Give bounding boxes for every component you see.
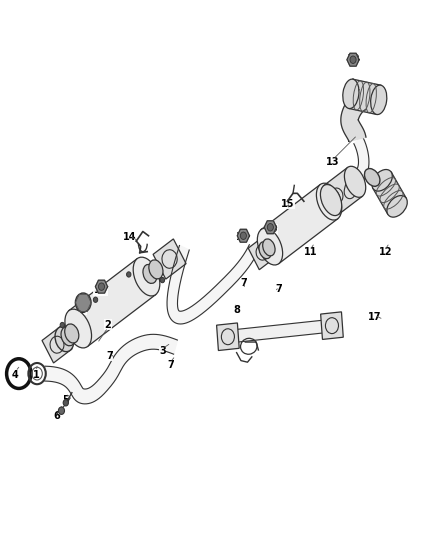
Ellipse shape [65,309,92,348]
Bar [322,179,351,214]
Ellipse shape [263,239,275,256]
Ellipse shape [133,257,160,296]
Text: 1: 1 [33,370,39,380]
Text: 7: 7 [276,284,283,294]
Bar [42,326,72,363]
Text: 10: 10 [236,232,250,243]
Ellipse shape [328,189,340,206]
Text: 2: 2 [105,320,111,330]
Ellipse shape [259,242,272,259]
Polygon shape [45,334,177,404]
Text: 7: 7 [167,360,173,369]
Polygon shape [95,280,108,293]
Ellipse shape [143,264,157,284]
Text: 8: 8 [233,305,240,315]
Circle shape [350,56,356,63]
Polygon shape [373,172,406,214]
Bar [153,239,186,279]
Text: 10: 10 [94,285,107,295]
Ellipse shape [149,260,163,279]
Ellipse shape [372,169,392,191]
Polygon shape [167,245,258,324]
Text: 12: 12 [378,247,392,257]
Ellipse shape [321,184,342,215]
Bar [248,235,277,270]
Circle shape [58,407,64,415]
Text: 15: 15 [281,199,294,209]
Text: 7: 7 [241,278,247,288]
Circle shape [240,232,247,239]
Text: 3: 3 [159,346,166,357]
Ellipse shape [65,324,79,343]
Circle shape [267,223,273,231]
Bar [321,312,343,340]
Circle shape [75,293,91,312]
Circle shape [99,283,105,290]
Text: 13: 13 [326,157,340,166]
Text: 4: 4 [12,370,19,380]
Ellipse shape [55,327,74,352]
Text: 10: 10 [265,224,278,235]
Text: 9: 9 [80,305,87,315]
Polygon shape [227,319,332,343]
Ellipse shape [387,196,407,217]
Polygon shape [341,90,366,141]
Circle shape [63,400,68,406]
Circle shape [127,272,131,277]
Polygon shape [69,259,156,346]
Ellipse shape [324,192,336,209]
Polygon shape [324,167,362,214]
Polygon shape [237,229,250,242]
Ellipse shape [364,168,380,187]
Text: 7: 7 [106,351,113,361]
Polygon shape [347,53,359,66]
Ellipse shape [258,228,283,265]
Polygon shape [261,184,338,264]
Bar [216,323,239,351]
Polygon shape [349,79,381,115]
Ellipse shape [61,327,75,346]
Text: 10: 10 [347,54,360,63]
Polygon shape [264,221,276,233]
Text: 16: 16 [223,338,237,349]
Text: 6: 6 [54,411,60,421]
Circle shape [60,322,64,328]
Ellipse shape [316,183,342,220]
Ellipse shape [371,85,387,115]
Text: 5: 5 [63,395,69,405]
Ellipse shape [343,79,359,109]
Text: 11: 11 [304,247,317,257]
Circle shape [160,278,165,282]
Circle shape [93,297,98,302]
Text: 17: 17 [368,312,381,322]
Text: 14: 14 [123,232,137,243]
Polygon shape [344,137,369,199]
Ellipse shape [344,166,366,197]
